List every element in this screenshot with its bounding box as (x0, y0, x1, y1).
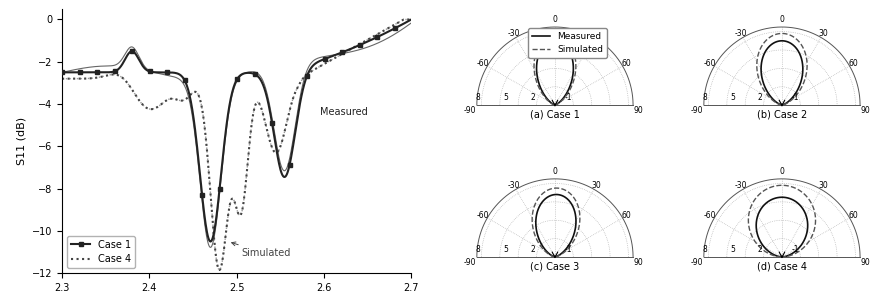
Text: 2: 2 (757, 93, 762, 102)
Text: 5: 5 (729, 93, 734, 102)
Title: (c) Case 3: (c) Case 3 (530, 261, 579, 271)
Text: -60: -60 (477, 211, 489, 220)
Text: 2: 2 (757, 245, 762, 254)
Text: 5: 5 (502, 245, 508, 254)
Text: Measured: Measured (319, 107, 367, 117)
Text: 60: 60 (621, 59, 631, 68)
Text: -60: -60 (703, 59, 716, 68)
Title: (a) Case 1: (a) Case 1 (530, 109, 579, 119)
Title: (b) Case 2: (b) Case 2 (756, 109, 806, 119)
Title: (d) Case 4: (d) Case 4 (756, 261, 806, 271)
Text: -30: -30 (734, 29, 746, 38)
Text: 5: 5 (502, 93, 508, 102)
Text: -1: -1 (563, 93, 571, 102)
Text: -60: -60 (703, 211, 716, 220)
Text: -1: -1 (790, 245, 797, 254)
Text: 60: 60 (848, 59, 858, 68)
Legend: Case 1, Case 4: Case 1, Case 4 (66, 236, 135, 268)
Text: -1: -1 (563, 245, 571, 254)
Legend: Measured, Simulated: Measured, Simulated (528, 28, 606, 58)
Text: -90: -90 (462, 106, 476, 115)
Text: 90: 90 (633, 106, 643, 115)
Text: -60: -60 (477, 59, 489, 68)
Text: -90: -90 (462, 258, 476, 267)
Text: -30: -30 (507, 181, 519, 190)
Text: 0: 0 (552, 15, 556, 24)
Text: 5: 5 (729, 245, 734, 254)
Text: -30: -30 (734, 181, 746, 190)
Text: -90: -90 (689, 106, 702, 115)
Text: 8: 8 (702, 245, 707, 254)
Text: 90: 90 (860, 258, 870, 267)
Text: 90: 90 (633, 258, 643, 267)
Text: 0: 0 (779, 167, 783, 176)
Text: 8: 8 (475, 245, 480, 254)
Text: 0: 0 (552, 167, 556, 176)
Text: 2: 2 (531, 245, 535, 254)
Text: 30: 30 (818, 29, 828, 38)
Text: 30: 30 (591, 29, 601, 38)
Text: Simulated: Simulated (231, 242, 290, 258)
Text: 0: 0 (779, 15, 783, 24)
Text: 60: 60 (848, 211, 858, 220)
Text: 2: 2 (531, 93, 535, 102)
Text: -1: -1 (790, 93, 797, 102)
Text: 90: 90 (860, 106, 870, 115)
Text: 8: 8 (702, 93, 707, 102)
Text: -90: -90 (689, 258, 702, 267)
Text: 30: 30 (818, 181, 828, 190)
Text: 60: 60 (621, 211, 631, 220)
Text: 8: 8 (475, 93, 480, 102)
Text: -30: -30 (507, 29, 519, 38)
Y-axis label: S11 (dB): S11 (dB) (16, 117, 27, 165)
Text: 30: 30 (591, 181, 601, 190)
